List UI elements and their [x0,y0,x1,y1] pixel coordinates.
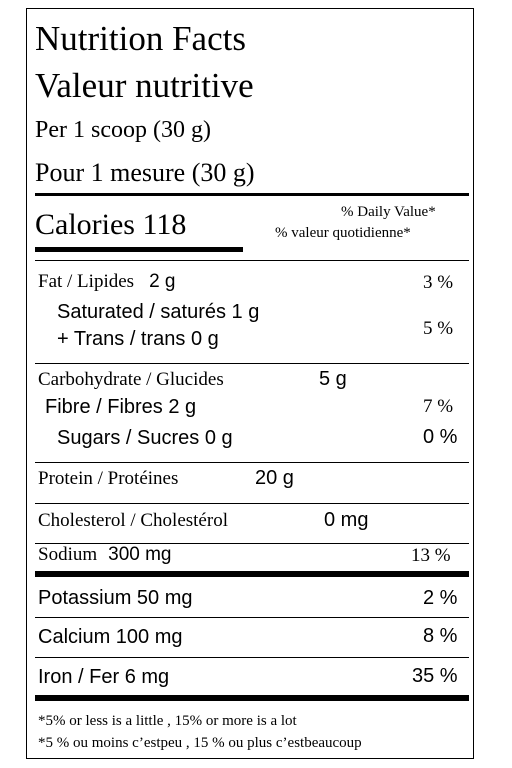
sodium-amount: 300 mg [108,544,172,565]
trans-fat: + Trans / trans 0 g [57,328,219,350]
fibre: Fibre / Fibres 2 g [45,396,197,418]
fibre-percent: 7 % [423,396,454,417]
fat-label: Fat / Lipides [38,271,135,292]
divider [35,363,469,364]
fat-percent: 3 % [423,272,454,293]
title-french: Valeur nutritive [35,66,254,105]
footnote-french: *5 % ou moins c’estpeu , 15 % ou plus c’… [38,735,362,751]
calories: Calories 118 [35,208,187,241]
footnote-english: *5% or less is a little , 15% or more is… [38,713,297,729]
cholesterol-amount: 0 mg [324,509,369,531]
sugars: Sugars / Sucres 0 g [57,427,233,449]
divider [35,617,469,618]
thick-divider [35,695,469,701]
sodium-label: Sodium [38,544,98,565]
sugars-percent: 0 % [423,426,458,448]
carbohydrate-amount: 5 g [319,368,347,390]
fat-amount: 2 g [149,271,176,292]
calcium: Calcium 100 mg [38,626,183,648]
divider [35,462,469,463]
calories-underline [35,247,243,252]
calcium-percent: 8 % [423,625,458,647]
daily-value-heading-french: % valeur quotidienne* [275,225,411,241]
serving-size-english: Per 1 scoop (30 g) [35,117,211,143]
thick-divider [35,571,469,577]
nutrition-facts-label: Nutrition Facts Valeur nutritive Per 1 s… [26,8,474,759]
divider [35,543,469,544]
divider [35,193,469,196]
title-english: Nutrition Facts [35,19,246,58]
fat-row: Fat / Lipides 2 g [38,272,175,291]
saturated-fat: Saturated / saturés 1 g [57,301,260,323]
serving-size-french: Pour 1 mesure (30 g) [35,158,255,187]
divider [35,657,469,658]
protein-label: Protein / Protéines [38,468,179,489]
cholesterol-label: Cholesterol / Cholestérol [38,510,228,531]
protein-amount: 20 g [255,467,294,489]
sodium-percent: 13 % [411,545,451,566]
daily-value-heading-english: % Daily Value* [341,204,436,220]
iron: Iron / Fer 6 mg [38,666,170,688]
sodium-row: Sodium 300 mg [38,545,172,564]
potassium-percent: 2 % [423,587,458,609]
iron-percent: 35 % [412,665,458,687]
divider [35,503,469,504]
saturated-trans-percent: 5 % [423,318,454,339]
carbohydrate-label: Carbohydrate / Glucides [38,369,224,390]
potassium: Potassium 50 mg [38,587,193,609]
divider [35,260,469,261]
